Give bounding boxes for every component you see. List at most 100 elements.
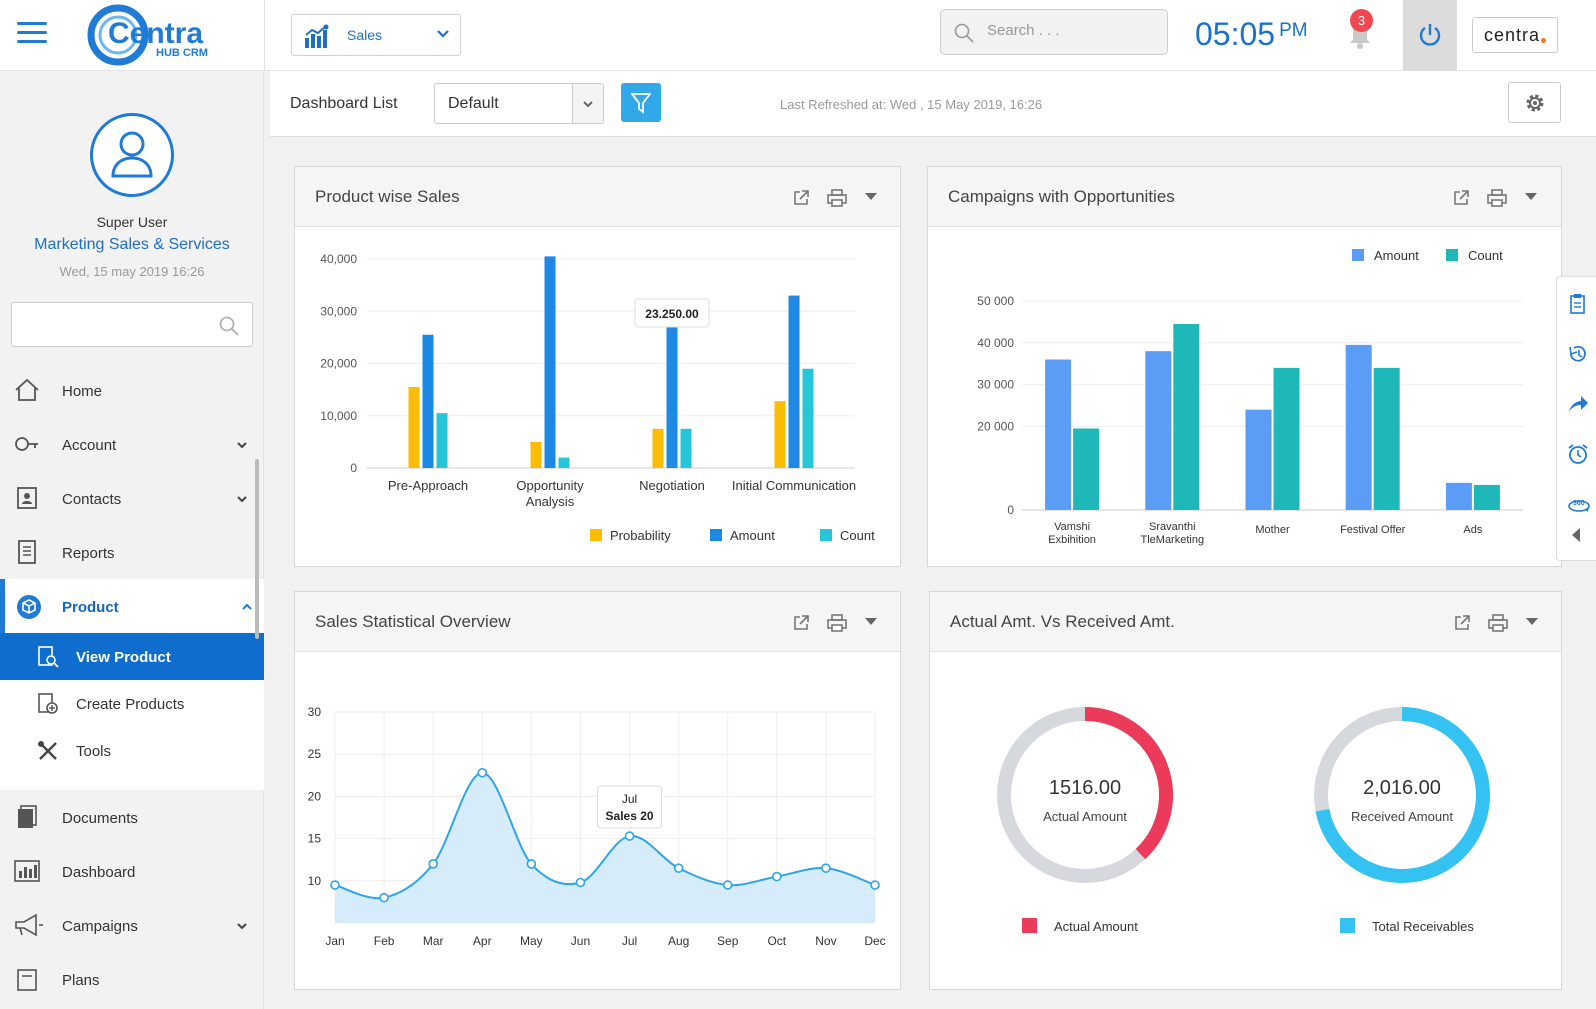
bar[interactable] <box>558 457 570 468</box>
sidebar-item-documents[interactable]: Documents <box>0 790 264 844</box>
bar[interactable] <box>436 413 448 468</box>
tooltip-box <box>634 298 710 328</box>
print-icon[interactable] <box>827 189 847 207</box>
data-point[interactable] <box>575 877 586 888</box>
bar[interactable] <box>652 428 664 468</box>
data-point[interactable] <box>821 863 831 873</box>
data-point[interactable] <box>870 880 880 890</box>
y-tick-label: 10 <box>308 874 322 888</box>
bar[interactable] <box>1273 367 1300 510</box>
x-tick-label: Initial Communication <box>732 478 856 493</box>
alarm-clock-icon[interactable] <box>1567 443 1589 465</box>
sidebar-item-home[interactable]: Home <box>0 363 264 417</box>
dashboard-list-select[interactable]: Default <box>434 83 604 124</box>
module-select-value: Sales <box>347 27 383 43</box>
external-link-icon[interactable] <box>792 189 810 207</box>
settings-button[interactable] <box>1508 82 1561 123</box>
print-icon[interactable] <box>1487 189 1507 207</box>
logout-button[interactable] <box>1403 0 1457 71</box>
bar[interactable] <box>1373 367 1400 510</box>
data-point[interactable] <box>330 880 340 890</box>
clipboard-icon[interactable] <box>1567 293 1589 315</box>
sidebar-item-account[interactable]: Account <box>0 417 264 471</box>
dashboard-chart-icon <box>14 860 40 882</box>
cube-icon <box>17 595 41 619</box>
bar[interactable] <box>530 441 542 468</box>
sidebar-item-campaigns[interactable]: Campaigns <box>0 898 264 952</box>
collapse-left-icon[interactable] <box>1571 527 1581 543</box>
bar[interactable] <box>788 295 800 468</box>
caret-down-icon[interactable] <box>1526 618 1538 626</box>
document-icon <box>18 540 36 564</box>
data-point[interactable] <box>624 831 635 841</box>
bar[interactable] <box>1045 359 1072 510</box>
sidebar-item-plans[interactable]: Plans <box>0 952 264 1006</box>
sidebar-scrollbar[interactable] <box>255 459 259 639</box>
centra-logo[interactable]: Centra HUB CRM <box>86 4 226 66</box>
view-360-icon[interactable]: 360 <box>1567 493 1591 515</box>
external-link-icon[interactable] <box>792 614 810 632</box>
caret-down-icon[interactable] <box>865 193 877 201</box>
x-tick-label: TleMarketing <box>1141 534 1205 546</box>
module-select[interactable]: Sales <box>291 14 461 56</box>
submenu-item-create-products[interactable]: Create Products <box>0 680 264 727</box>
sidebar-search-input[interactable] <box>22 315 212 331</box>
bar[interactable] <box>802 368 814 468</box>
history-icon[interactable] <box>1567 343 1589 365</box>
bar[interactable] <box>1173 323 1200 510</box>
sidebar-item-reports[interactable]: Reports <box>0 525 264 579</box>
submenu-item-view-product[interactable]: View Product <box>0 633 264 680</box>
data-point[interactable] <box>772 871 782 882</box>
submenu-item-label: View Product <box>76 649 171 666</box>
global-search-input[interactable] <box>987 22 1157 39</box>
data-point[interactable] <box>379 892 389 903</box>
avatar[interactable] <box>90 113 174 197</box>
data-point[interactable] <box>428 859 438 869</box>
product-submenu: View Product Create Products Tools <box>0 633 264 790</box>
brand-logo[interactable]: centra <box>1472 17 1558 53</box>
sidebar-item-product[interactable]: Product <box>0 579 264 633</box>
bar[interactable] <box>1073 428 1100 510</box>
sidebar-search[interactable] <box>11 302 253 347</box>
donut-arc[interactable] <box>1315 707 1490 883</box>
share-icon[interactable] <box>1567 393 1589 415</box>
print-icon[interactable] <box>1488 614 1508 632</box>
tooltip-value: Sales 20 <box>606 809 654 823</box>
bar[interactable] <box>408 387 420 468</box>
caret-down-icon[interactable] <box>1525 193 1537 201</box>
submenu-item-tools[interactable]: Tools <box>0 727 264 774</box>
bar[interactable] <box>1245 409 1272 510</box>
bar[interactable] <box>544 256 556 468</box>
global-search[interactable] <box>940 9 1168 55</box>
hamburger-menu-icon[interactable] <box>17 22 47 44</box>
sidebar-item-label: Campaigns <box>62 918 138 935</box>
legend-swatch <box>1340 918 1355 933</box>
gear-icon <box>1526 94 1544 112</box>
bar[interactable] <box>1445 482 1472 510</box>
filter-button[interactable] <box>621 83 661 122</box>
bar[interactable] <box>1145 351 1172 510</box>
sidebar-item-contacts[interactable]: Contacts <box>0 471 264 525</box>
x-tick-label: Jul <box>622 934 637 948</box>
sidebar-item-dashboard[interactable]: Dashboard <box>0 844 264 898</box>
data-point[interactable] <box>477 767 488 778</box>
bar[interactable] <box>422 334 434 468</box>
caret-down-icon[interactable] <box>865 618 877 626</box>
sidebar-item-label: Plans <box>62 972 100 989</box>
bar[interactable] <box>680 428 692 468</box>
external-link-icon[interactable] <box>1453 614 1471 632</box>
bar[interactable] <box>1473 484 1500 510</box>
clock: 05:05 PM <box>1195 16 1308 53</box>
dashboard-toolbar: Dashboard List Default Last Refreshed at… <box>270 71 1596 137</box>
data-point[interactable] <box>526 859 537 869</box>
sidebar-menu: Home Account Contacts Reports Product <box>0 363 264 1006</box>
bar-chart-icon <box>305 24 329 48</box>
bar[interactable] <box>1345 344 1372 510</box>
bar[interactable] <box>774 401 786 468</box>
bar[interactable] <box>666 324 678 468</box>
donut-arc[interactable] <box>1084 707 1173 860</box>
data-point[interactable] <box>722 880 733 890</box>
external-link-icon[interactable] <box>1452 189 1470 207</box>
print-icon[interactable] <box>827 614 847 632</box>
data-point[interactable] <box>673 863 684 873</box>
